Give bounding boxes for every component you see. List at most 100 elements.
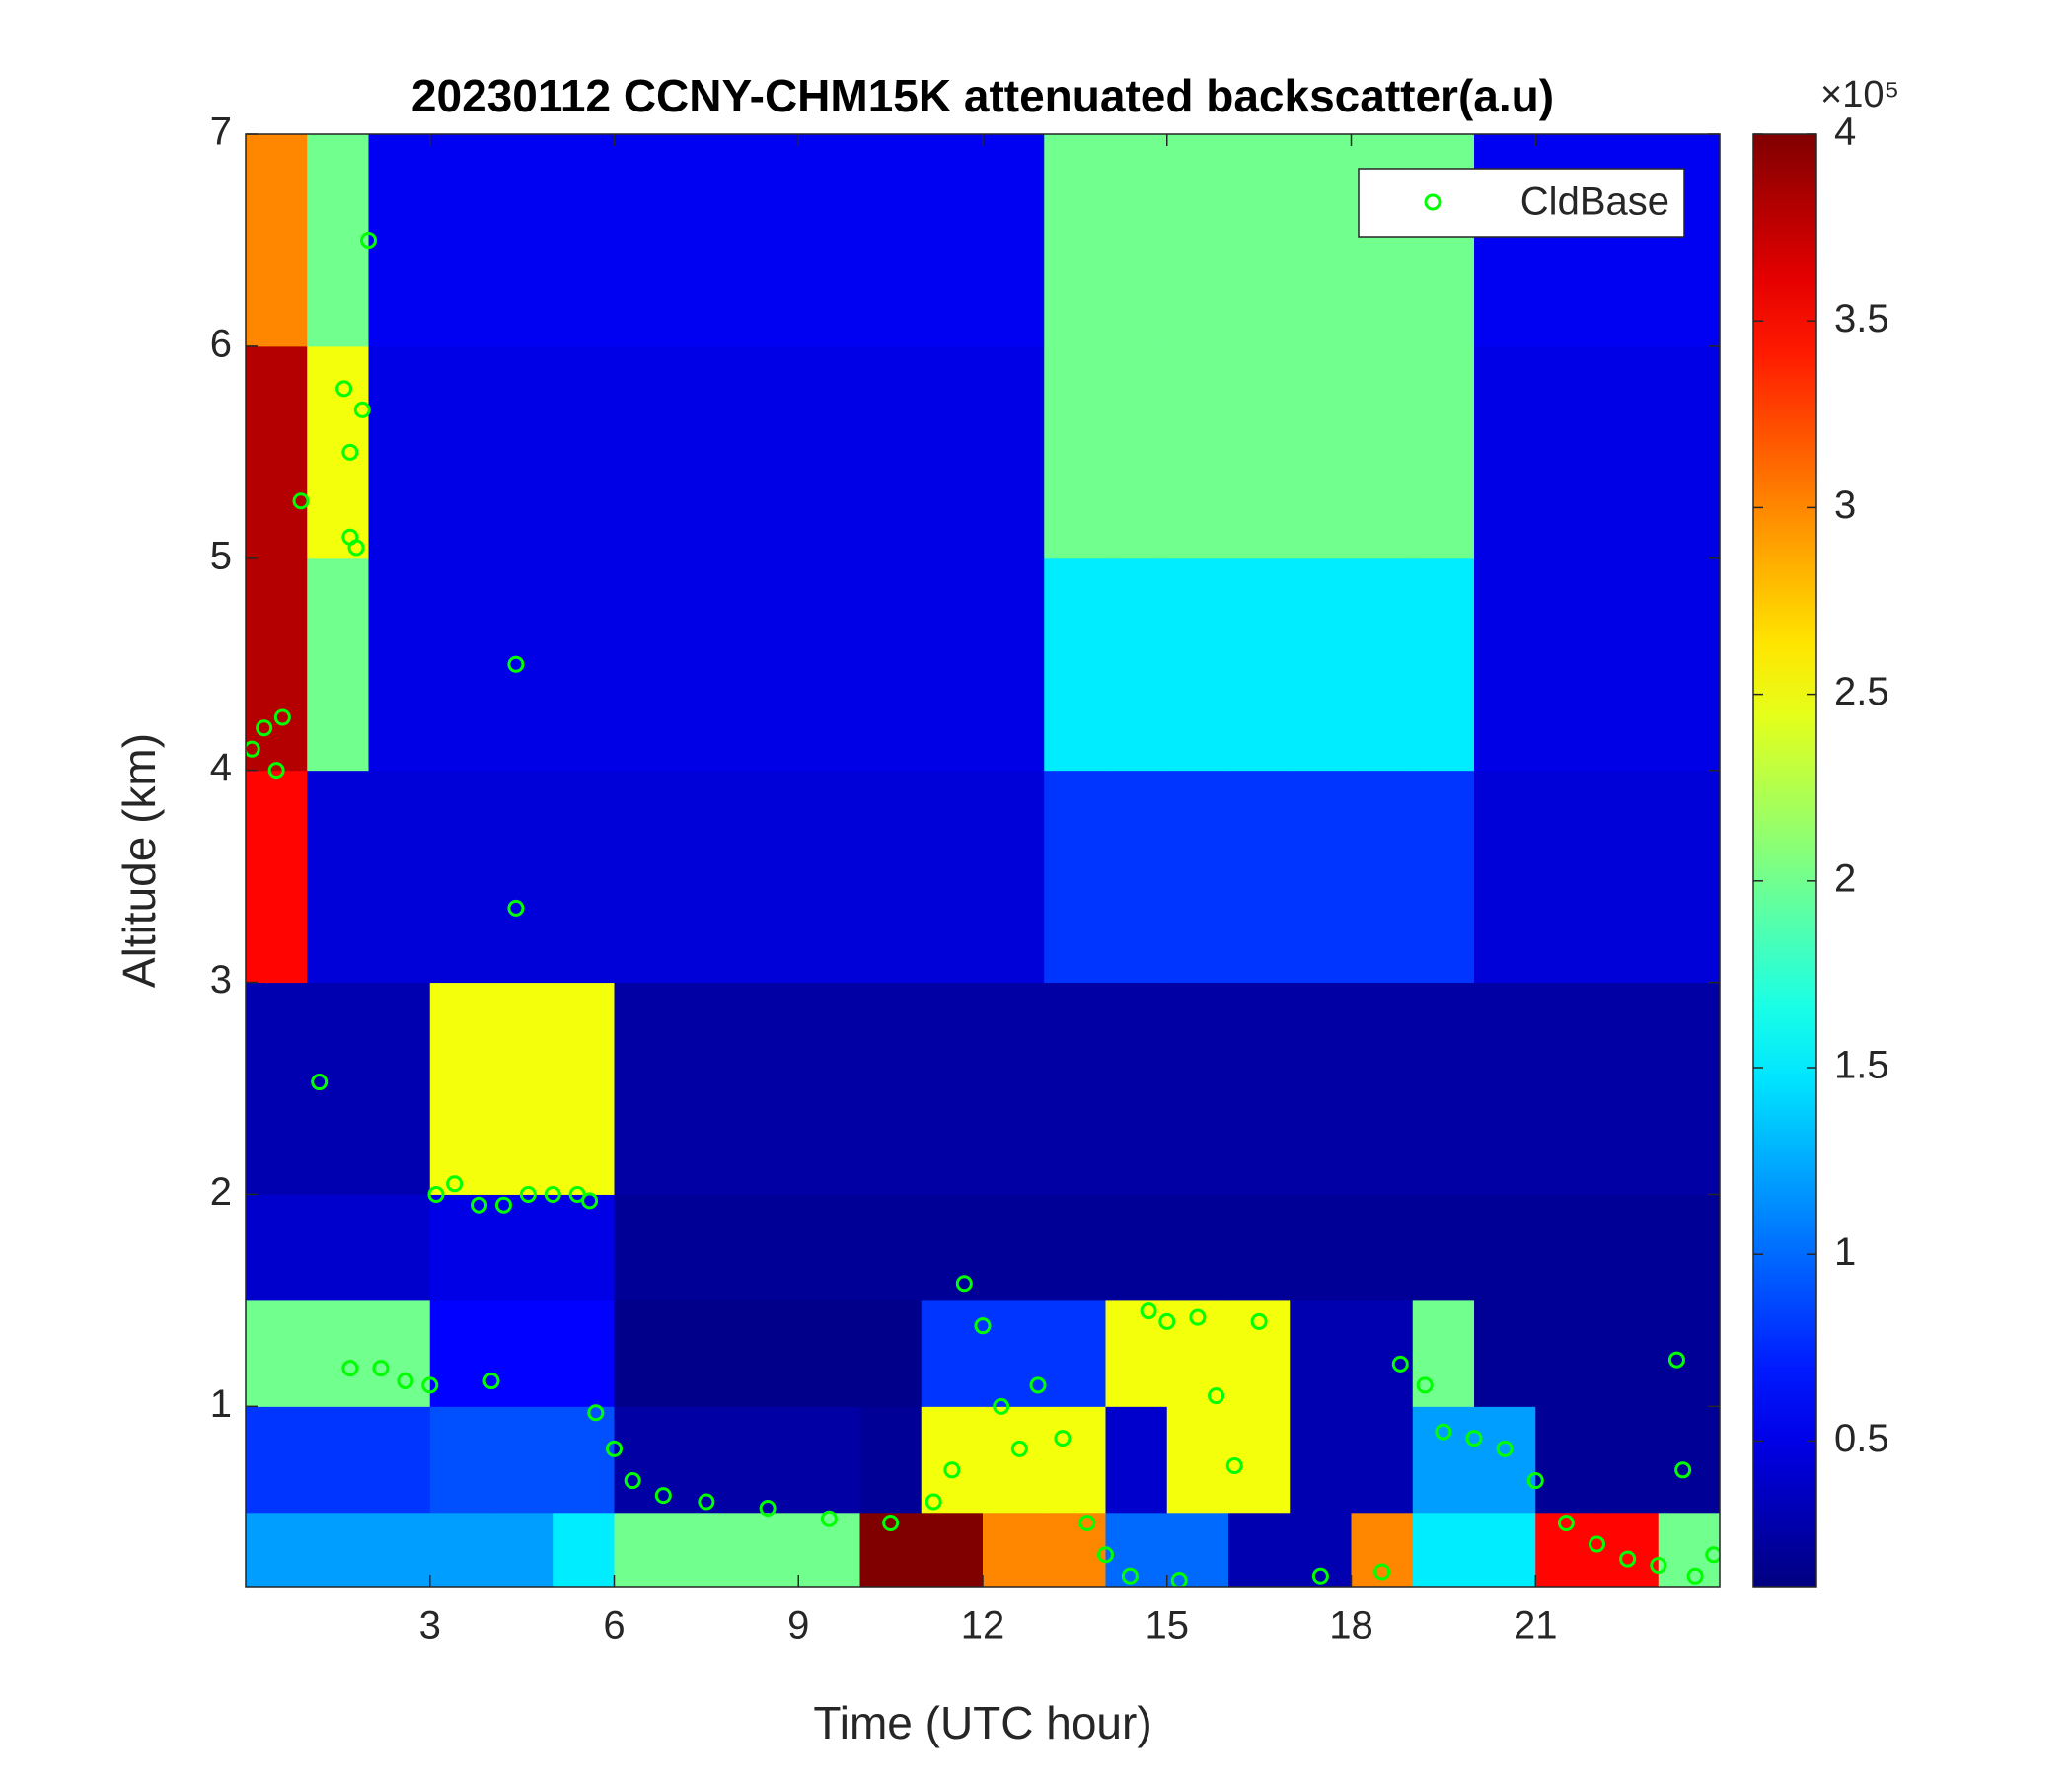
cloud-base-point (353, 401, 371, 418)
heatmap-cell (429, 982, 492, 1195)
heatmap-cell (859, 982, 923, 1195)
cloud-base-point (759, 1499, 777, 1517)
cloud-base-point (273, 708, 291, 726)
heatmap-cell (1596, 770, 1660, 984)
y-tick-label: 6 (210, 322, 232, 365)
heatmap-cell (1044, 134, 1106, 347)
colorbar-tick-label: 2 (1834, 856, 1856, 900)
heatmap-cell (614, 557, 677, 772)
y-axis-label: Altitude (km) (113, 733, 165, 988)
heatmap-cell (429, 557, 492, 772)
heatmap-cell (737, 557, 799, 772)
heatmap-cell (368, 1194, 431, 1301)
heatmap-cell (614, 982, 677, 1195)
x-tick-label: 9 (787, 1604, 809, 1648)
cloud-base-point (446, 1175, 464, 1193)
heatmap-cell (614, 345, 677, 559)
cloud-base-point (1311, 1567, 1329, 1585)
heatmap-cell (1412, 557, 1475, 772)
heatmap-cell (246, 134, 308, 347)
heatmap-cell (1596, 345, 1660, 559)
heatmap-cell (1535, 1299, 1597, 1407)
cloud-base-point (519, 1185, 537, 1203)
heatmap-cell (983, 770, 1045, 984)
cloud-base-point (581, 1192, 599, 1210)
heatmap-cell (675, 770, 738, 984)
cloud-base-point (421, 1376, 439, 1394)
cloud-base-point (1557, 1515, 1575, 1532)
cloud-base-point (882, 1515, 900, 1532)
cloud-base-point (1667, 1351, 1685, 1369)
heatmap-cell (1290, 1512, 1352, 1587)
heatmap-cell (553, 345, 615, 559)
cloud-base-point (494, 1196, 512, 1214)
cloud-base-point (267, 762, 285, 779)
heatmap-cell (921, 1299, 984, 1407)
heatmap-cell (859, 1299, 923, 1407)
legend-box (1358, 168, 1685, 238)
cloud-base-point (1619, 1550, 1637, 1568)
heatmap-cell (368, 557, 431, 772)
heatmap-cell (983, 134, 1045, 347)
heatmap-cell (246, 345, 308, 559)
cloud-base-point (1650, 1557, 1667, 1575)
heatmap-cell (614, 1512, 677, 1587)
heatmap-cell (1535, 557, 1597, 772)
heatmap-cell (1166, 770, 1229, 984)
heatmap-cell (859, 1194, 923, 1301)
heatmap-cell (368, 982, 431, 1195)
heatmap-cell (1105, 345, 1168, 559)
heatmap-cell (1290, 345, 1352, 559)
cloud-base-point (256, 719, 273, 737)
heatmap-cell (307, 1299, 369, 1407)
heatmap-cell (246, 1194, 308, 1301)
heatmap-cell (1228, 557, 1291, 772)
heatmap-cell (491, 770, 554, 984)
heatmap-cell (1658, 1299, 1720, 1407)
cloud-base-point (544, 1185, 561, 1203)
x-tick-label: 21 (1514, 1604, 1558, 1648)
heatmap-cell (553, 134, 615, 347)
heatmap-cell (1351, 345, 1414, 559)
heatmap-cell (1044, 1512, 1106, 1587)
heatmap-cell (983, 1406, 1045, 1514)
cloud-base-point (1373, 1563, 1391, 1581)
heatmap-cell (798, 134, 860, 347)
heatmap-cell (614, 770, 677, 984)
heatmap-cell (737, 770, 799, 984)
heatmap-cell (983, 345, 1045, 559)
cloud-base-point (1416, 1376, 1434, 1394)
cloud-base-point (1140, 1302, 1157, 1320)
heatmap-cell (1596, 557, 1660, 772)
cloud-base-point (1391, 1355, 1409, 1373)
legend-marker (1424, 193, 1442, 211)
cloud-base-point (698, 1493, 715, 1511)
legend-label: CldBase (1520, 181, 1669, 224)
cloud-base-point (1526, 1472, 1544, 1490)
heatmap-cell (1290, 982, 1352, 1195)
cloud-base-point (1705, 1546, 1720, 1564)
heatmap-cell (1412, 982, 1475, 1195)
heatmap-cell (737, 1406, 799, 1514)
heatmap-cell (368, 770, 431, 984)
cloud-base-point (360, 231, 377, 249)
heatmap-cell (983, 1512, 1045, 1587)
heatmap-cell (491, 982, 554, 1195)
heatmap-cell (1351, 770, 1414, 984)
heatmap-cell (921, 770, 984, 984)
heatmap-cell (983, 1299, 1045, 1407)
cloud-base-point (427, 1185, 445, 1203)
heatmap-cell (1166, 1512, 1229, 1587)
heatmap-cell (1044, 770, 1106, 984)
cloud-base-point (246, 740, 260, 758)
heatmap-cell (246, 1512, 308, 1587)
heatmap-cell (1535, 982, 1597, 1195)
heatmap-cell (246, 1299, 308, 1407)
heatmap-cell (1474, 1512, 1536, 1587)
heatmap-cell (1596, 982, 1660, 1195)
heatmap-cell (675, 1406, 738, 1514)
heatmap-cell (737, 1194, 799, 1301)
heatmap-cell (921, 982, 984, 1195)
heatmap-cell (1290, 770, 1352, 984)
cloud-base-point (587, 1404, 605, 1422)
